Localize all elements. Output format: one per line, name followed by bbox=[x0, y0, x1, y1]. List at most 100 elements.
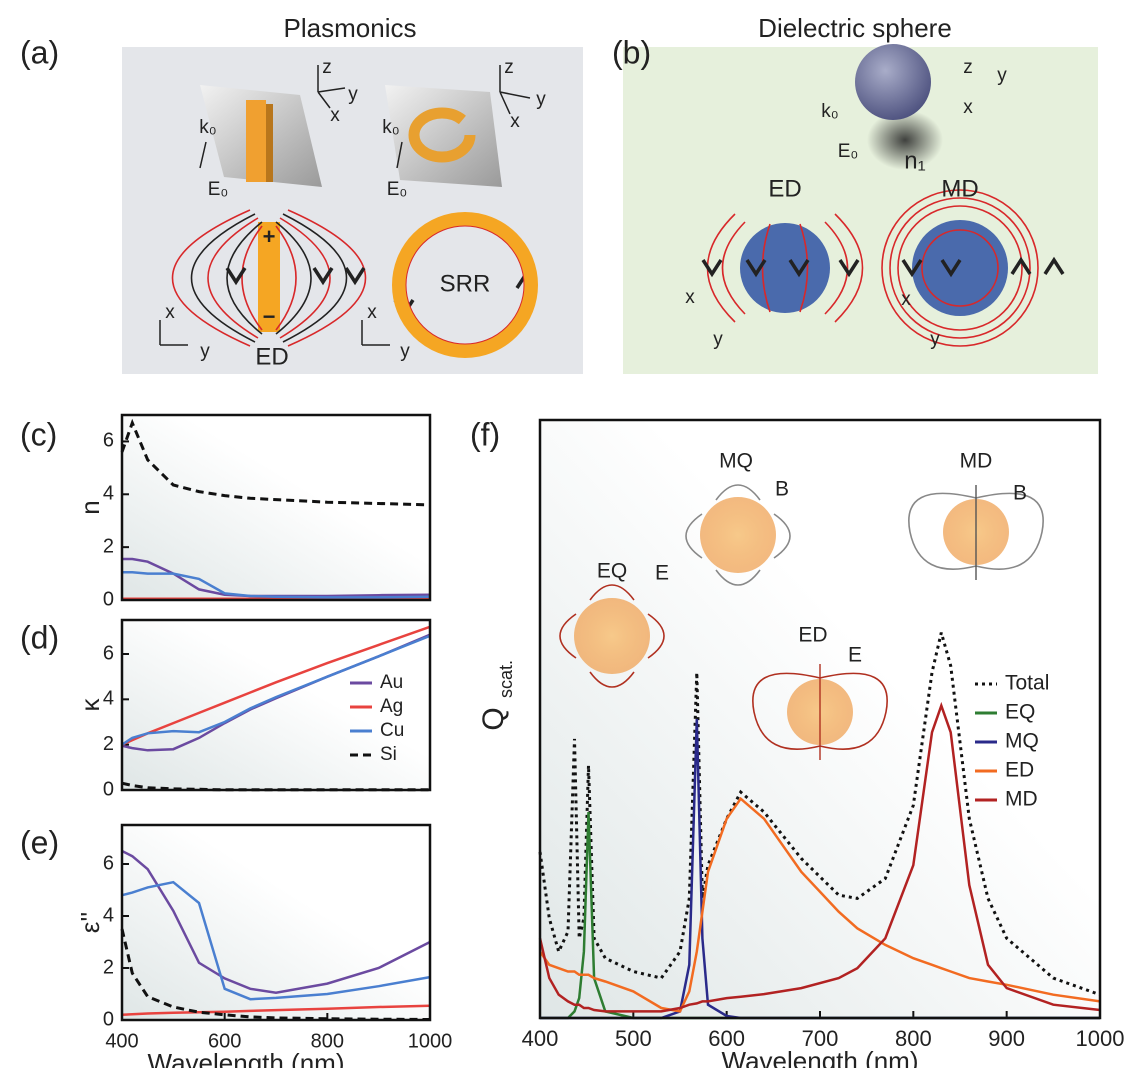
series-line bbox=[122, 571, 431, 599]
legend-label: EQ bbox=[1005, 701, 1035, 724]
diagram-label: k₀ bbox=[199, 117, 216, 138]
annotation: ED bbox=[798, 624, 827, 647]
plate bbox=[385, 85, 502, 187]
diagram-label: x bbox=[963, 97, 973, 118]
y-axis-label: n bbox=[75, 500, 105, 514]
diagram-label: n₁ bbox=[904, 147, 925, 174]
x-axis-label: Wavelength (nm) bbox=[722, 1046, 919, 1068]
diagram-label: − bbox=[263, 304, 276, 329]
series-line bbox=[121, 634, 431, 746]
plot-bg bbox=[122, 620, 430, 790]
y-tick-label: 0 bbox=[103, 778, 114, 800]
md-sphere bbox=[881, 189, 1039, 347]
y-tick-label: 2 bbox=[103, 535, 114, 557]
x-tick-label: 800 bbox=[311, 1030, 344, 1052]
diagram-label: SRR bbox=[440, 270, 491, 297]
x-tick-label: 1000 bbox=[1076, 1026, 1125, 1051]
diagram-label: ED bbox=[768, 175, 801, 202]
panel-title: Plasmonics bbox=[284, 13, 417, 43]
y-tick-label: 6 bbox=[103, 852, 114, 874]
legend-label: Cu bbox=[380, 720, 404, 741]
x-tick-label: 400 bbox=[105, 1030, 138, 1052]
x-tick-label: 600 bbox=[208, 1030, 241, 1052]
rod bbox=[246, 100, 266, 182]
rod-side bbox=[266, 104, 273, 182]
diagram-label: y bbox=[400, 341, 410, 362]
annotation: E bbox=[655, 562, 669, 585]
plot-frame bbox=[120, 413, 432, 602]
shadow bbox=[867, 110, 943, 170]
panel-label: (d) bbox=[20, 619, 59, 655]
plot-bg bbox=[122, 825, 430, 1020]
diagram-label: x bbox=[330, 105, 340, 126]
multipole-insets bbox=[559, 484, 1044, 760]
diagram-label: y bbox=[536, 89, 546, 110]
diagram-label: z bbox=[963, 57, 973, 78]
ring bbox=[408, 107, 476, 163]
diagram-label: E₀ bbox=[838, 141, 859, 162]
plot-frame bbox=[538, 418, 1102, 1020]
plot-bg bbox=[122, 415, 430, 600]
diagram-label: k₀ bbox=[821, 101, 838, 122]
panel-label: (e) bbox=[20, 824, 59, 860]
x-tick-label: 700 bbox=[802, 1026, 839, 1051]
diagram-label: y bbox=[930, 329, 940, 350]
diagram-label: y bbox=[997, 65, 1007, 86]
field-lines bbox=[171, 209, 367, 347]
srr-ring bbox=[392, 212, 538, 358]
diagram-label: y bbox=[713, 329, 723, 350]
y-tick-label: 2 bbox=[103, 956, 114, 978]
legend-label: MQ bbox=[1005, 730, 1039, 753]
x-tick-label: 600 bbox=[708, 1026, 745, 1051]
legend-label: ED bbox=[1005, 759, 1034, 782]
x-axis-label: Wavelength (nm) bbox=[148, 1048, 345, 1068]
diagram-label: x bbox=[165, 302, 175, 323]
legend-label: Au bbox=[380, 672, 403, 693]
series-line bbox=[538, 701, 1101, 1013]
srr-current bbox=[405, 225, 525, 345]
diagram-label: E₀ bbox=[208, 179, 229, 200]
legend-label: Total bbox=[1005, 672, 1049, 695]
series-line bbox=[121, 1004, 431, 1017]
panel-a-bg bbox=[122, 47, 583, 374]
y-axis-label: κ bbox=[75, 698, 105, 712]
legend-label: Ag bbox=[380, 696, 403, 717]
panel-label: (c) bbox=[20, 416, 57, 452]
y-axis-label: ε'' bbox=[75, 912, 105, 934]
plot-frame bbox=[120, 823, 432, 1022]
diagram-label: ED bbox=[255, 343, 288, 370]
dipole-bar bbox=[258, 222, 280, 332]
series-line bbox=[121, 880, 431, 1001]
y-tick-label: 0 bbox=[103, 588, 114, 610]
diagram-label: z bbox=[504, 57, 514, 78]
annotation: EQ bbox=[597, 560, 627, 583]
legend-label: MD bbox=[1005, 788, 1038, 811]
series-line bbox=[120, 418, 431, 507]
annotation: E bbox=[848, 644, 862, 667]
diagram-label: k₀ bbox=[382, 117, 399, 138]
arrow bbox=[701, 256, 1065, 278]
annotation: MQ bbox=[719, 450, 753, 473]
y-tick-label: 0 bbox=[103, 1008, 114, 1030]
legend-label: Si bbox=[380, 744, 397, 765]
y-tick-label: 2 bbox=[103, 733, 114, 755]
diagram-label: x bbox=[901, 289, 911, 310]
series-line bbox=[122, 557, 431, 598]
diagram-label: MD bbox=[941, 175, 978, 202]
sphere bbox=[855, 44, 931, 120]
diagram-label: z bbox=[322, 57, 332, 78]
annotation: B bbox=[1013, 482, 1027, 505]
y-tick-label: 6 bbox=[103, 642, 114, 664]
y-tick-label: 4 bbox=[103, 688, 114, 710]
x-tick-label: 1000 bbox=[408, 1030, 453, 1052]
series-line bbox=[538, 796, 1101, 1013]
plot-frame bbox=[120, 618, 432, 792]
panel-label: (b) bbox=[612, 34, 651, 70]
y-axis-label: Q bbox=[477, 707, 510, 730]
y-axis-label-sub: scat. bbox=[496, 660, 516, 698]
diagram-label: E₀ bbox=[387, 179, 408, 200]
x-tick-label: 800 bbox=[895, 1026, 932, 1051]
y-tick-label: 4 bbox=[103, 483, 114, 505]
